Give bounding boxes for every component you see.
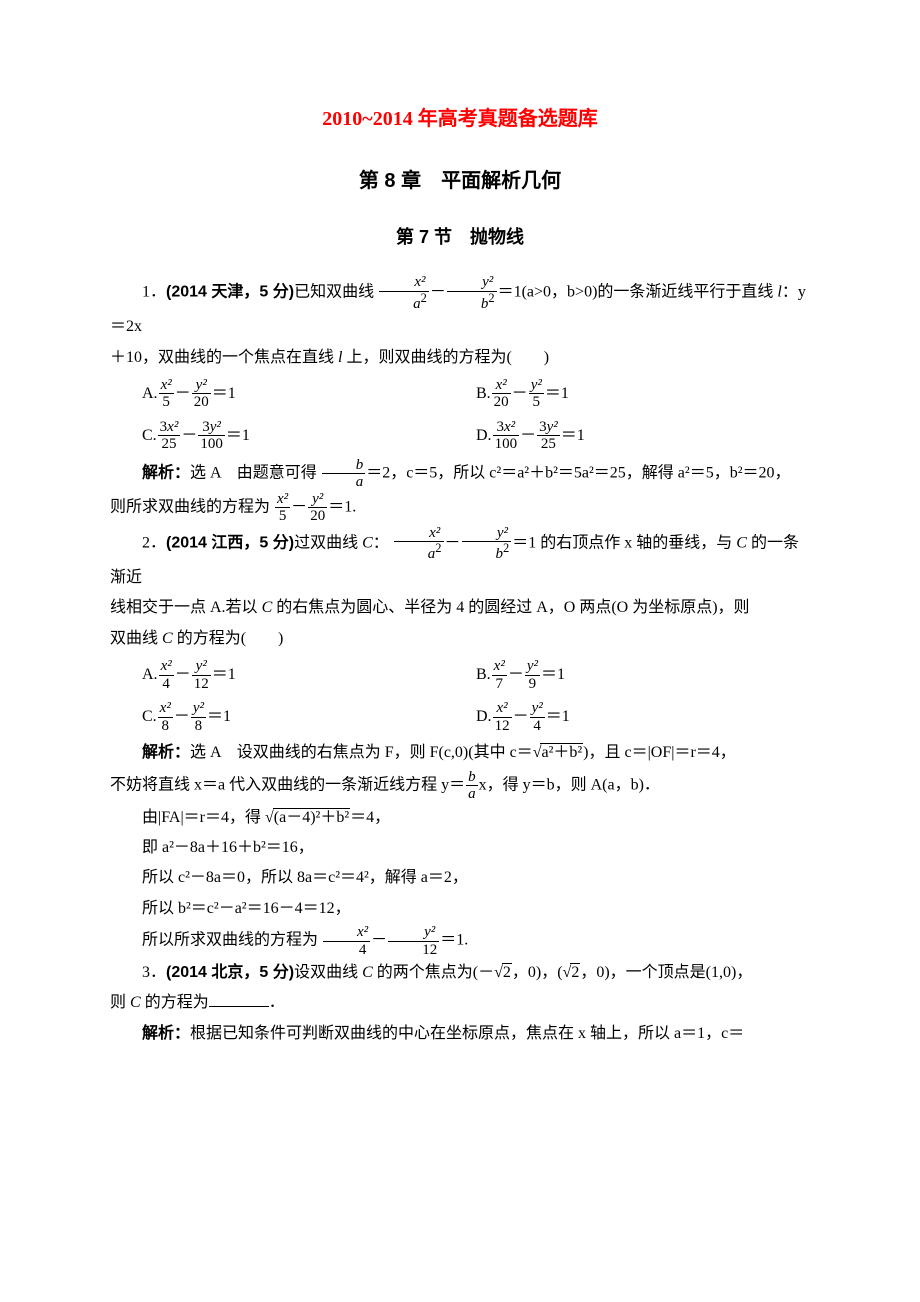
q2-sol-7: 所以所求双曲线的方程为 x²4－y²12＝1. [110,924,810,958]
q1-t1: 已知双曲线 [294,284,378,301]
q2-sol-4: 即 a²－8a＋16＋b²＝16， [110,833,810,863]
q1-stem: 1．(2014 天津，5 分)已知双曲线 x²a2－y²b2＝1(a>0，b>0… [110,274,810,342]
sqrt-icon: 2 [563,964,581,981]
q3-sol-1: 解析：根据已知条件可判断双曲线的中心在坐标原点，焦点在 x 轴上，所以 a＝1，… [110,1019,810,1049]
q2-sol-6: 所以 b²＝c²－a²＝16－4＝12， [110,894,810,924]
q3-stem-l2: 则 C 的方程为． [110,988,810,1018]
q2-opt-a: A. x²4－y²12＝1 [142,654,476,696]
q1-opt-b: B. x²20－y²5＝1 [476,373,810,415]
q1-src: (2014 天津，5 分) [166,284,294,301]
q1-opt-c: C. 3x²25－3y²100＝1 [142,415,476,457]
sqrt-icon: (a－4)²＋b² [265,809,350,826]
q1-stem-line2: ＋10，双曲线的一个焦点在直线 l 上，则双曲线的方程为( ) [110,343,810,373]
q2-opt-d: D. x²12－y²4＝1 [476,696,810,738]
q2-stem-l3: 双曲线 C 的方程为( ) [110,624,810,654]
q1-t2: ＝1(a>0，b>0)的一条渐近线平行于直线 [498,284,778,301]
section-heading: 第 7 节 抛物线 [110,220,810,254]
q2-sol-3: 由|FA|＝r＝4，得 (a－4)²＋b²＝4， [110,803,810,833]
q2-opt-b: B. x²7－y²9＝1 [476,654,810,696]
q2-sol-2: 不妨将直线 x＝a 代入双曲线的一条渐近线方程 y＝bax，得 y＝b，则 A(… [110,769,810,803]
q2-options: A. x²4－y²12＝1 B. x²7－y²9＝1 C. x²8－y²8＝1 … [142,654,810,738]
q1-solution-2: 则所求双曲线的方程为 x²5－y²20＝1. [110,491,810,525]
q3-stem: 3．(2014 北京，5 分)设双曲线 C 的两个焦点为(－2，0)，(2，0)… [110,958,810,988]
q1-options: A. x²5－y²20＝1 B. x²20－y²5＝1 C. 3x²25－3y²… [142,373,810,457]
frac-y2-b2: y²b2 [447,274,497,312]
q2-sol-1: 解析：选 A 设双曲线的右焦点为 F，则 F(c,0)(其中 c＝a²＋b²)，… [110,738,810,768]
page-title: 2010~2014 年高考真题备选题库 [110,100,810,138]
answer-blank [209,990,269,1007]
sqrt-icon: 2 [494,964,512,981]
q2-opt-c: C. x²8－y²8＝1 [142,696,476,738]
q1-opt-d: D. 3x²100－3y²25＝1 [476,415,810,457]
q2-stem-l2: 线相交于一点 A.若以 C 的右焦点为圆心、半径为 4 的圆经过 A，O 两点(… [110,593,810,623]
frac-x2-a2: x²a2 [379,274,429,312]
q1-solution-1: 解析：选 A 由题意可得 ba＝2，c＝5，所以 c²＝a²＋b²＝5a²＝25… [110,457,810,491]
sqrt-icon: a²＋b² [533,744,583,761]
q2-sol-5: 所以 c²－8a＝0，所以 8a＝c²＝4²，解得 a＝2， [110,863,810,893]
chapter-heading: 第 8 章 平面解析几何 [110,162,810,200]
q1-opt-a: A. x²5－y²20＝1 [142,373,476,415]
sol-label: 解析： [142,465,190,482]
q2-stem: 2．(2014 江西，5 分)过双曲线 C： x²a2－y²b2＝1 的右顶点作… [110,525,810,593]
q1-num: 1． [142,284,166,301]
